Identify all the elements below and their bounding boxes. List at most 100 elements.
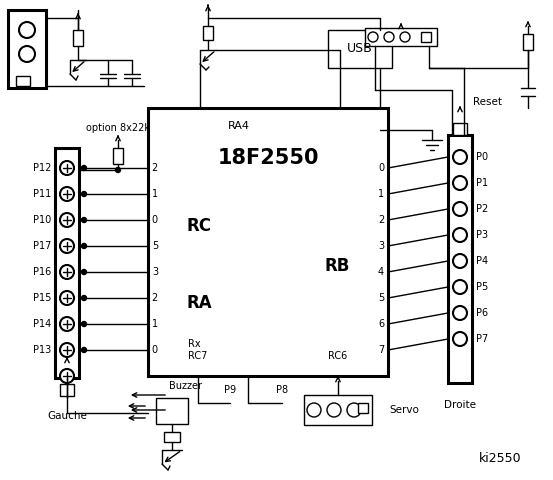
Circle shape	[453, 228, 467, 242]
Text: 2: 2	[152, 293, 158, 303]
Circle shape	[60, 213, 74, 227]
Bar	[203, 26, 213, 40]
Circle shape	[453, 202, 467, 216]
Text: P12: P12	[33, 163, 51, 173]
Text: P15: P15	[33, 293, 51, 303]
Circle shape	[81, 192, 86, 196]
Circle shape	[81, 322, 86, 326]
Text: 7: 7	[378, 345, 384, 355]
Circle shape	[453, 280, 467, 294]
Bar	[113, 148, 123, 164]
Circle shape	[60, 265, 74, 279]
Bar	[304, 395, 372, 425]
Circle shape	[60, 187, 74, 201]
Bar	[60, 384, 74, 396]
Text: P3: P3	[476, 230, 488, 240]
Bar	[16, 76, 30, 86]
Circle shape	[60, 239, 74, 253]
Bar	[523, 34, 533, 50]
Bar	[358, 403, 368, 413]
Circle shape	[81, 217, 86, 223]
Text: P17: P17	[33, 241, 51, 251]
Bar	[421, 32, 431, 42]
Text: option 8x22k: option 8x22k	[86, 123, 150, 133]
Circle shape	[60, 369, 74, 383]
Text: RB: RB	[325, 257, 350, 275]
Text: Buzzer: Buzzer	[169, 381, 201, 391]
Text: P8: P8	[276, 385, 288, 395]
Circle shape	[81, 166, 86, 170]
Circle shape	[60, 161, 74, 175]
Text: 1: 1	[152, 319, 158, 329]
Text: 3: 3	[152, 267, 158, 277]
Circle shape	[60, 291, 74, 305]
Text: USB: USB	[347, 43, 373, 56]
Text: P9: P9	[224, 385, 236, 395]
Circle shape	[400, 32, 410, 42]
Text: 3: 3	[378, 241, 384, 251]
Text: Reset: Reset	[473, 97, 502, 107]
Text: 4: 4	[378, 267, 384, 277]
Circle shape	[60, 317, 74, 331]
Text: P1: P1	[476, 178, 488, 188]
Bar	[448, 135, 472, 383]
Text: 2: 2	[378, 215, 384, 225]
Bar	[8, 10, 46, 88]
Bar	[156, 398, 188, 424]
Circle shape	[81, 296, 86, 300]
Bar	[55, 148, 79, 378]
Circle shape	[384, 32, 394, 42]
Circle shape	[81, 243, 86, 249]
Text: Droite: Droite	[444, 400, 476, 410]
Circle shape	[19, 22, 35, 38]
Bar	[73, 30, 83, 46]
Text: P13: P13	[33, 345, 51, 355]
Circle shape	[60, 343, 74, 357]
Text: P0: P0	[476, 152, 488, 162]
Circle shape	[453, 306, 467, 320]
Text: Servo: Servo	[389, 405, 419, 415]
Text: 18F2550: 18F2550	[217, 148, 319, 168]
Text: P14: P14	[33, 319, 51, 329]
Circle shape	[453, 150, 467, 164]
Circle shape	[116, 168, 121, 172]
Circle shape	[327, 403, 341, 417]
Text: P4: P4	[476, 256, 488, 266]
Circle shape	[453, 176, 467, 190]
Text: 0: 0	[152, 215, 158, 225]
Text: P5: P5	[476, 282, 488, 292]
Text: 6: 6	[378, 319, 384, 329]
Circle shape	[81, 348, 86, 352]
Text: ki2550: ki2550	[479, 452, 521, 465]
Bar	[365, 28, 437, 46]
Text: 1: 1	[152, 189, 158, 199]
Circle shape	[453, 254, 467, 268]
Circle shape	[453, 332, 467, 346]
Text: Gauche: Gauche	[47, 411, 87, 421]
Text: P2: P2	[476, 204, 488, 214]
Text: 1: 1	[378, 189, 384, 199]
Text: RA4: RA4	[228, 121, 250, 131]
Circle shape	[307, 403, 321, 417]
Text: RC7: RC7	[188, 351, 207, 361]
Text: P16: P16	[33, 267, 51, 277]
Circle shape	[368, 32, 378, 42]
Circle shape	[347, 403, 361, 417]
Text: RC6: RC6	[328, 351, 347, 361]
Text: P6: P6	[476, 308, 488, 318]
Bar	[453, 123, 467, 135]
Text: 5: 5	[152, 241, 158, 251]
Bar	[148, 108, 388, 376]
Text: 2: 2	[152, 163, 158, 173]
Text: Rx: Rx	[188, 339, 201, 349]
Text: 5: 5	[378, 293, 384, 303]
Circle shape	[19, 46, 35, 62]
Bar	[328, 30, 392, 68]
Bar	[164, 432, 180, 442]
Circle shape	[81, 269, 86, 275]
Text: RC: RC	[186, 217, 211, 235]
Text: P10: P10	[33, 215, 51, 225]
Text: P11: P11	[33, 189, 51, 199]
Text: 0: 0	[378, 163, 384, 173]
Text: P7: P7	[476, 334, 488, 344]
